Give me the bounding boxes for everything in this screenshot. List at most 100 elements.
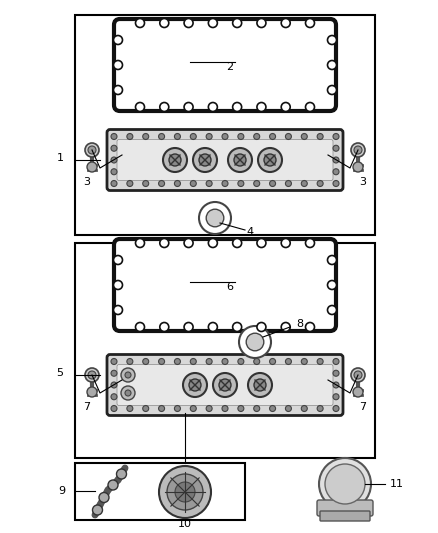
Circle shape <box>159 181 165 187</box>
Circle shape <box>111 146 117 151</box>
Circle shape <box>222 133 228 140</box>
Circle shape <box>239 326 271 358</box>
Text: 8: 8 <box>297 319 304 329</box>
Circle shape <box>143 359 149 365</box>
Circle shape <box>233 322 242 332</box>
Circle shape <box>286 181 291 187</box>
Circle shape <box>305 322 314 332</box>
Circle shape <box>246 333 264 351</box>
Circle shape <box>160 102 169 111</box>
Circle shape <box>333 181 339 187</box>
Circle shape <box>328 36 336 44</box>
Circle shape <box>286 359 291 365</box>
Circle shape <box>257 238 266 247</box>
Circle shape <box>301 181 307 187</box>
Circle shape <box>254 406 260 411</box>
Circle shape <box>248 373 272 397</box>
Circle shape <box>206 359 212 365</box>
Circle shape <box>333 157 339 163</box>
Circle shape <box>238 406 244 411</box>
Circle shape <box>113 280 123 289</box>
Circle shape <box>190 133 196 140</box>
Circle shape <box>184 19 193 28</box>
Circle shape <box>121 386 135 400</box>
Circle shape <box>159 133 165 140</box>
Circle shape <box>219 379 231 391</box>
Circle shape <box>233 19 242 28</box>
Circle shape <box>111 181 117 187</box>
Circle shape <box>301 133 307 140</box>
Circle shape <box>328 61 336 69</box>
Circle shape <box>333 169 339 175</box>
Circle shape <box>301 406 307 411</box>
Circle shape <box>174 359 180 365</box>
Circle shape <box>286 133 291 140</box>
Circle shape <box>113 305 123 314</box>
Text: 6: 6 <box>226 282 233 292</box>
Circle shape <box>333 370 339 376</box>
Circle shape <box>269 359 276 365</box>
Circle shape <box>281 238 290 247</box>
Circle shape <box>111 370 117 376</box>
Text: 9: 9 <box>58 486 66 496</box>
Circle shape <box>208 322 217 332</box>
Circle shape <box>143 181 149 187</box>
Circle shape <box>113 36 123 44</box>
Circle shape <box>121 368 135 382</box>
Circle shape <box>206 209 224 227</box>
Circle shape <box>208 19 217 28</box>
Circle shape <box>269 181 276 187</box>
Circle shape <box>183 373 207 397</box>
Circle shape <box>208 102 217 111</box>
FancyBboxPatch shape <box>320 511 370 521</box>
Circle shape <box>317 133 323 140</box>
Text: 7: 7 <box>360 402 367 412</box>
Circle shape <box>159 466 211 518</box>
Circle shape <box>254 379 266 391</box>
Circle shape <box>254 181 260 187</box>
FancyBboxPatch shape <box>317 500 373 516</box>
Circle shape <box>113 61 123 69</box>
Circle shape <box>213 373 237 397</box>
Text: 3: 3 <box>84 177 91 187</box>
Circle shape <box>159 359 165 365</box>
Circle shape <box>317 359 323 365</box>
Circle shape <box>353 162 363 172</box>
Circle shape <box>222 406 228 411</box>
Bar <box>75 15 375 235</box>
Circle shape <box>254 133 260 140</box>
Circle shape <box>117 469 127 479</box>
Circle shape <box>208 238 217 247</box>
Circle shape <box>85 368 99 382</box>
Circle shape <box>99 492 109 503</box>
Circle shape <box>159 406 165 411</box>
Circle shape <box>163 148 187 172</box>
FancyBboxPatch shape <box>107 354 343 416</box>
Circle shape <box>127 133 133 140</box>
Circle shape <box>319 458 371 510</box>
Circle shape <box>206 181 212 187</box>
Circle shape <box>317 406 323 411</box>
Circle shape <box>281 102 290 111</box>
Circle shape <box>143 406 149 411</box>
FancyBboxPatch shape <box>107 130 343 190</box>
Circle shape <box>199 202 231 234</box>
FancyBboxPatch shape <box>117 140 333 181</box>
Circle shape <box>111 382 117 388</box>
Circle shape <box>127 359 133 365</box>
Circle shape <box>333 146 339 151</box>
Circle shape <box>238 181 244 187</box>
Circle shape <box>281 19 290 28</box>
Circle shape <box>125 390 131 396</box>
Circle shape <box>233 102 242 111</box>
Circle shape <box>113 255 123 264</box>
Circle shape <box>269 406 276 411</box>
Circle shape <box>167 474 203 510</box>
Circle shape <box>328 255 336 264</box>
FancyBboxPatch shape <box>117 365 333 406</box>
Circle shape <box>88 146 96 154</box>
Circle shape <box>354 146 362 154</box>
Circle shape <box>333 382 339 388</box>
Circle shape <box>85 143 99 157</box>
Circle shape <box>174 133 180 140</box>
